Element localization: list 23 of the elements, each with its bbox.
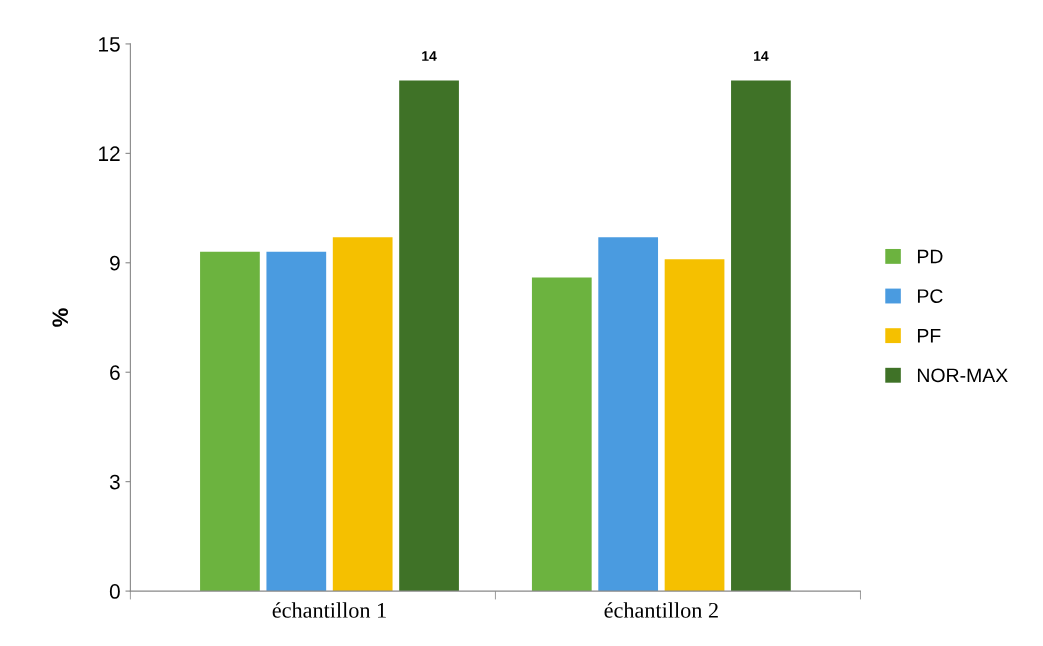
bar bbox=[731, 80, 791, 592]
bar bbox=[266, 251, 327, 592]
bar bbox=[200, 251, 260, 592]
y-tick-label: 15 bbox=[99, 37, 120, 52]
y-tick-label: 6 bbox=[110, 365, 120, 380]
y-tick-label: 12 bbox=[99, 146, 120, 161]
legend-label: PF bbox=[917, 329, 941, 343]
bar bbox=[664, 259, 725, 592]
bar bbox=[399, 80, 459, 592]
legend-label: PD bbox=[917, 249, 943, 264]
data-label: 14 bbox=[422, 51, 437, 61]
bar bbox=[598, 237, 659, 592]
x-tick-label: échantillon 1 bbox=[272, 602, 386, 618]
y-tick-label: 9 bbox=[110, 255, 120, 271]
legend-label: NOR-MAX bbox=[917, 368, 1008, 383]
y-axis-title: % bbox=[52, 308, 69, 327]
data-label: 14 bbox=[754, 51, 769, 61]
legend-label: PC bbox=[917, 289, 943, 303]
y-tick-label: 0 bbox=[109, 584, 120, 599]
bar bbox=[332, 237, 393, 592]
bar bbox=[531, 277, 592, 592]
x-tick-label: échantillon 2 bbox=[604, 602, 718, 618]
y-tick-label: 3 bbox=[109, 474, 120, 490]
